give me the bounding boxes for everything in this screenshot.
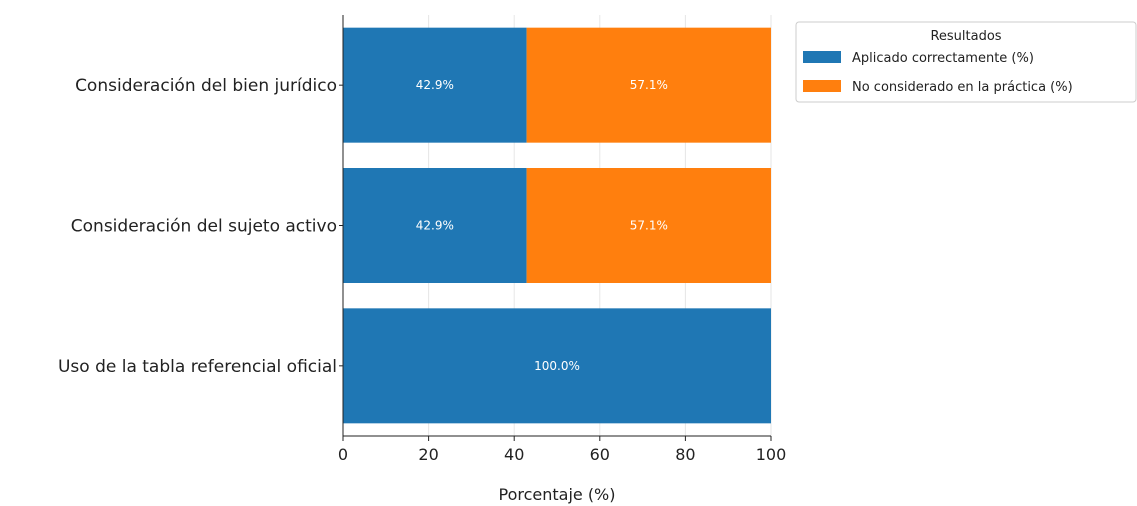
legend-label-no-considerado: No considerado en la práctica (%) (852, 80, 1073, 95)
legend: Resultados Aplicado correctamente (%) No… (795, 21, 1137, 103)
x-axis-title: Porcentaje (%) (498, 485, 615, 504)
category-label: Consideración del bien jurídico (75, 76, 337, 96)
category-label: Uso de la tabla referencial oficial (58, 357, 337, 377)
x-tick-labels: 0 20 40 60 80 100 (338, 436, 786, 464)
legend-swatch-no-considerado (803, 80, 841, 92)
legend-label-aplicado: Aplicado correctamente (%) (852, 51, 1034, 66)
x-tick-label: 20 (418, 445, 438, 464)
x-tick-label: 80 (675, 445, 695, 464)
bar-segment (343, 308, 771, 424)
bar-segment (526, 168, 771, 283)
legend-box (795, 21, 1137, 103)
bar-value-label: 57.1% (630, 78, 668, 92)
x-tick-label: 100 (756, 445, 787, 464)
x-tick-label: 0 (338, 445, 348, 464)
bars-group: 42.9% 57.1% 42.9% 57.1% 100.0% (343, 27, 771, 424)
bar-segment (343, 168, 527, 283)
bar-value-label: 100.0% (534, 359, 580, 373)
category-label: Consideración del sujeto activo (71, 217, 337, 237)
bar-value-label: 42.9% (416, 78, 454, 92)
category-labels: Consideración del bien jurídico Considera… (58, 76, 343, 377)
bar-segment (343, 27, 527, 143)
x-tick-label: 40 (504, 445, 524, 464)
bar-value-label: 42.9% (416, 219, 454, 233)
bar-segment (526, 27, 771, 143)
legend-swatch-aplicado (803, 51, 841, 63)
legend-title: Resultados (930, 29, 1001, 44)
x-tick-label: 60 (590, 445, 610, 464)
bar-value-label: 57.1% (630, 219, 668, 233)
